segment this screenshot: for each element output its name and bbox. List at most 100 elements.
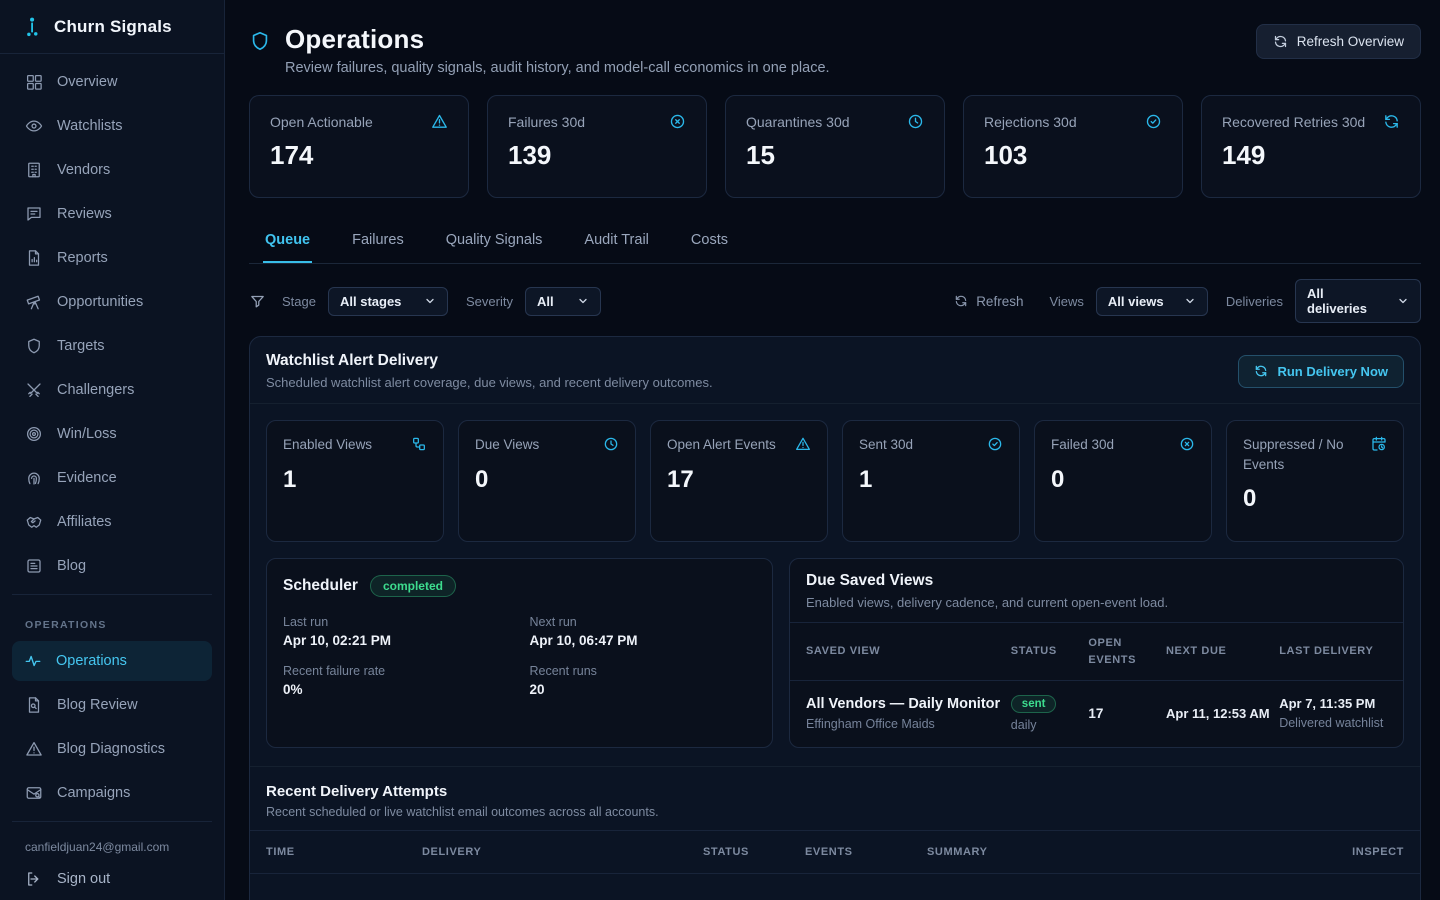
stat-card-recovered-retries-30d: Recovered Retries 30d 149 bbox=[1201, 95, 1421, 198]
deliveries-select-value: All deliveries bbox=[1307, 286, 1383, 316]
sidebar-item-affiliates[interactable]: Affiliates bbox=[0, 500, 224, 544]
due-saved-views-card: Due Saved Views Enabled views, delivery … bbox=[789, 558, 1404, 748]
field-label: Recent failure rate bbox=[283, 664, 510, 678]
mini-stat-enabled-views: Enabled Views 1 bbox=[266, 420, 444, 542]
field-value: Apr 10, 06:47 PM bbox=[530, 633, 757, 648]
stage-select[interactable]: All stages bbox=[328, 287, 448, 316]
mini-stat-sent-30d: Sent 30d 1 bbox=[842, 420, 1020, 542]
stat-label: Quarantines 30d bbox=[746, 114, 850, 130]
field-label: Last run bbox=[283, 615, 510, 629]
mail-search-icon bbox=[25, 784, 43, 802]
sidebar-section-operations: OPERATIONS bbox=[0, 601, 224, 639]
sidebar-item-blog-diagnostics[interactable]: Blog Diagnostics bbox=[0, 727, 224, 771]
stat-value: 174 bbox=[270, 140, 448, 171]
refresh-overview-button[interactable]: Refresh Overview bbox=[1256, 24, 1421, 59]
scheduler-field-recent-runs: Recent runs 20 bbox=[530, 664, 757, 697]
sidebar-item-opportunities[interactable]: Opportunities bbox=[0, 280, 224, 324]
churn-signals-logo-icon bbox=[22, 16, 44, 38]
stat-label: Rejections 30d bbox=[984, 114, 1077, 130]
page-title: Operations bbox=[285, 24, 830, 55]
saved-view-account: Effingham Office Maids bbox=[806, 717, 1011, 731]
column-header: Status bbox=[1011, 643, 1089, 660]
refresh-icon bbox=[1273, 34, 1288, 49]
saved-view-name: All Vendors — Daily Monitor bbox=[806, 696, 1011, 712]
field-label: Next run bbox=[530, 615, 757, 629]
sidebar-item-targets[interactable]: Targets bbox=[0, 324, 224, 368]
brand-name: Churn Signals bbox=[54, 17, 172, 37]
user-email: canfieldjuan24@gmail.com bbox=[0, 828, 224, 858]
alert-triangle-icon bbox=[25, 740, 43, 758]
next-due-value: Apr 11, 12:53 AM bbox=[1166, 706, 1279, 721]
clock-icon bbox=[907, 113, 924, 130]
mini-stat-label: Due Views bbox=[475, 435, 539, 455]
sidebar-item-label: Affiliates bbox=[57, 514, 112, 530]
tab-quality-signals[interactable]: Quality Signals bbox=[444, 224, 545, 263]
deliveries-select[interactable]: All deliveries bbox=[1295, 279, 1421, 323]
tab-bar: Queue Failures Quality Signals Audit Tra… bbox=[249, 224, 1421, 264]
sidebar-item-label: Challengers bbox=[57, 382, 134, 398]
target-icon bbox=[25, 425, 43, 443]
x-circle-icon bbox=[1179, 436, 1195, 452]
sidebar: Churn Signals Overview Watchlists Vendor… bbox=[0, 0, 225, 900]
sidebar-item-winloss[interactable]: Win/Loss bbox=[0, 412, 224, 456]
alert-triangle-icon bbox=[431, 113, 448, 130]
table-row[interactable]: All Vendors — Daily Monitor Effingham Of… bbox=[790, 681, 1403, 747]
sidebar-item-label: Operations bbox=[56, 653, 127, 669]
tab-costs[interactable]: Costs bbox=[689, 224, 730, 263]
panel-header: Watchlist Alert Delivery Scheduled watch… bbox=[250, 337, 1420, 404]
tab-queue[interactable]: Queue bbox=[263, 224, 312, 263]
column-header: Inspect bbox=[1304, 846, 1404, 858]
tab-failures[interactable]: Failures bbox=[350, 224, 406, 263]
sidebar-item-label: Blog bbox=[57, 558, 86, 574]
stage-filter-label: Stage bbox=[282, 294, 316, 309]
sidebar-item-blog-review[interactable]: Blog Review bbox=[0, 683, 224, 727]
stat-value: 149 bbox=[1222, 140, 1400, 171]
chevron-down-icon bbox=[424, 295, 436, 307]
stage-select-value: All stages bbox=[340, 294, 401, 309]
telescope-icon bbox=[25, 293, 43, 311]
sidebar-item-reports[interactable]: Reports bbox=[0, 236, 224, 280]
file-chart-icon bbox=[25, 249, 43, 267]
sidebar-item-campaigns[interactable]: Campaigns bbox=[0, 771, 224, 815]
panel-subtitle: Scheduled watchlist alert coverage, due … bbox=[266, 375, 713, 390]
log-out-icon bbox=[25, 870, 43, 888]
sidebar-item-vendors[interactable]: Vendors bbox=[0, 148, 224, 192]
sidebar-item-label: Blog Review bbox=[57, 697, 138, 713]
refresh-button[interactable]: Refresh bbox=[954, 294, 1023, 309]
sidebar-item-blog[interactable]: Blog bbox=[0, 544, 224, 588]
due-saved-views-table-header: Saved view Status Open events Next due L… bbox=[790, 623, 1403, 681]
column-header: Open events bbox=[1088, 635, 1166, 668]
sidebar-divider bbox=[12, 821, 212, 822]
stat-value: 15 bbox=[746, 140, 924, 171]
sidebar-item-reviews[interactable]: Reviews bbox=[0, 192, 224, 236]
sidebar-item-overview[interactable]: Overview bbox=[0, 60, 224, 104]
sidebar-item-watchlists[interactable]: Watchlists bbox=[0, 104, 224, 148]
views-filter-label: Views bbox=[1049, 294, 1083, 309]
sign-out-button[interactable]: Sign out bbox=[0, 858, 224, 900]
severity-select[interactable]: All bbox=[525, 287, 601, 316]
sidebar-item-operations[interactable]: Operations bbox=[12, 641, 212, 681]
stat-card-rejections-30d: Rejections 30d 103 bbox=[963, 95, 1183, 198]
activity-icon bbox=[24, 652, 42, 670]
column-header: Delivery bbox=[422, 846, 703, 858]
fingerprint-icon bbox=[25, 469, 43, 487]
attempts-subtitle: Recent scheduled or live watchlist email… bbox=[266, 805, 1404, 819]
scheduler-card: Scheduler completed Last run Apr 10, 02:… bbox=[266, 558, 773, 748]
sidebar-ops-nav: Operations Blog Review Blog Diagnostics … bbox=[0, 639, 224, 815]
stat-card-quarantines-30d: Quarantines 30d 15 bbox=[725, 95, 945, 198]
last-delivery-value: Apr 7, 11:35 PM bbox=[1279, 696, 1387, 711]
views-select[interactable]: All views bbox=[1096, 287, 1208, 316]
watchlist-alert-delivery-panel: Watchlist Alert Delivery Scheduled watch… bbox=[249, 336, 1421, 900]
mini-stat-suppressed-no-events: Suppressed / No Events 0 bbox=[1226, 420, 1404, 542]
run-delivery-now-button[interactable]: Run Delivery Now bbox=[1238, 355, 1404, 388]
calendar-clock-icon bbox=[1371, 436, 1387, 452]
sidebar-item-label: Campaigns bbox=[57, 785, 130, 801]
sign-out-label: Sign out bbox=[57, 871, 110, 887]
sidebar-item-evidence[interactable]: Evidence bbox=[0, 456, 224, 500]
sidebar-item-challengers[interactable]: Challengers bbox=[0, 368, 224, 412]
scheduler-field-next-run: Next run Apr 10, 06:47 PM bbox=[530, 615, 757, 648]
mini-stat-label: Enabled Views bbox=[283, 435, 372, 455]
tab-audit-trail[interactable]: Audit Trail bbox=[582, 224, 650, 263]
column-header: Time bbox=[266, 846, 422, 858]
swords-icon bbox=[25, 381, 43, 399]
